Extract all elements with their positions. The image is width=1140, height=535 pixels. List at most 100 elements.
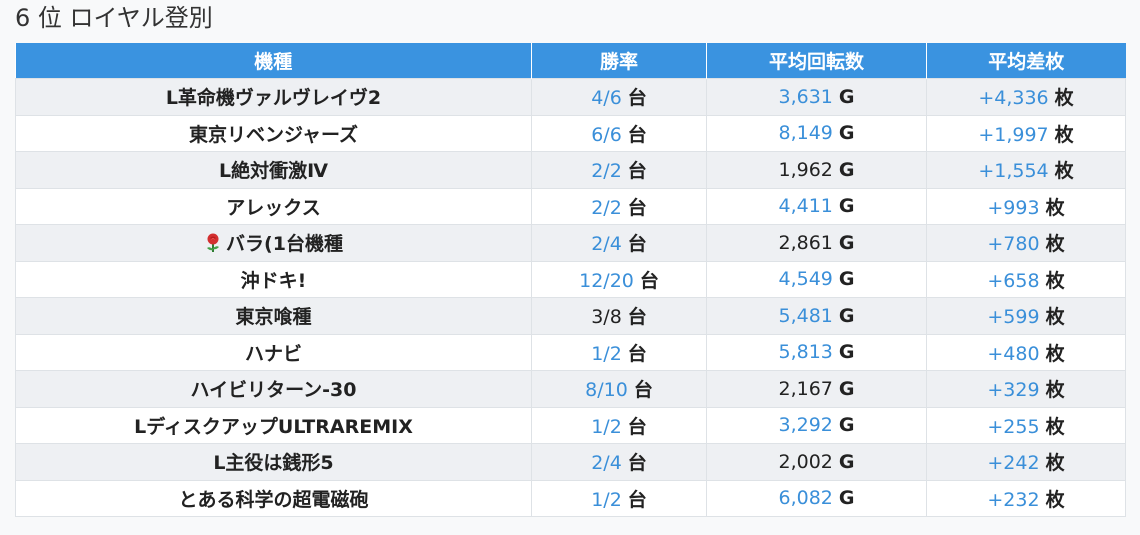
model-name-cell[interactable]: バラ(1台機種	[15, 224, 532, 262]
table-row: ハイビリターン-30 8/10 台 2,167 G +329 枚	[15, 370, 1126, 408]
model-name: 東京リベンジャーズ	[188, 123, 359, 146]
win-rate-cell-value[interactable]: 12/20	[579, 269, 634, 292]
win-rate-cell-value[interactable]: 2/4	[591, 233, 622, 256]
avg-diff-cell: +1,554 枚	[926, 151, 1126, 189]
win-rate-cell-value[interactable]: 6/6	[591, 123, 622, 146]
avg-spins-cell-value[interactable]: 5,481	[778, 304, 833, 327]
model-name-cell[interactable]: L革命機ヴァルヴレイヴ2	[15, 78, 532, 116]
win-rate-cell-value[interactable]: 2/4	[591, 452, 622, 475]
avg-spins-cell-unit: G	[838, 231, 855, 254]
model-name: ハナビ	[244, 342, 302, 365]
win-rate-cell-unit: 台	[639, 269, 659, 292]
avg-spins-cell-unit: G	[838, 304, 855, 327]
avg-diff-cell-value[interactable]: +329	[987, 379, 1040, 402]
model-name: L絶対衝激Ⅳ	[219, 160, 328, 183]
win-rate-cell: 2/2 台	[531, 187, 707, 225]
avg-diff-cell: +329 枚	[926, 370, 1126, 408]
model-name-cell[interactable]: アレックス	[15, 187, 532, 225]
avg-spins-cell: 6,082 G	[706, 479, 927, 517]
win-rate-cell-value[interactable]: 8/10	[585, 379, 628, 402]
avg-spins-cell-value[interactable]: 6,082	[778, 487, 833, 510]
avg-spins-cell-unit: G	[838, 487, 855, 510]
avg-spins-cell-unit: G	[838, 158, 855, 181]
avg-diff-cell-value[interactable]: +480	[987, 342, 1040, 365]
avg-diff-cell-value[interactable]: +1,997	[978, 123, 1049, 146]
win-rate-cell-value[interactable]: 1/2	[591, 342, 622, 365]
avg-spins-cell-value[interactable]: 8,149	[778, 122, 833, 145]
avg-diff-cell: +780 枚	[926, 224, 1126, 262]
avg-spins-cell: 8,149 G	[706, 114, 927, 152]
avg-spins-cell-value[interactable]: 5,813	[778, 341, 833, 364]
table-row: 東京リベンジャーズ 6/6 台 8,149 G +1,997 枚	[15, 114, 1126, 152]
avg-diff-cell: +599 枚	[926, 297, 1126, 335]
avg-diff-cell-value[interactable]: +1,554	[978, 160, 1049, 183]
win-rate-cell: 12/20 台	[531, 260, 707, 298]
header-avg-diff[interactable]: 平均差枚	[926, 43, 1126, 79]
avg-spins-cell: 3,631 G	[706, 78, 927, 116]
avg-diff-cell: +4,336 枚	[926, 78, 1126, 116]
win-rate-cell-value[interactable]: 4/6	[591, 87, 622, 110]
model-name: 東京喰種	[235, 306, 312, 329]
win-rate-cell-value[interactable]: 2/2	[591, 196, 622, 219]
model-name-cell[interactable]: L主役は銭形5	[15, 443, 532, 481]
avg-spins-cell-value: 1,962	[778, 158, 833, 181]
avg-diff-cell-value[interactable]: +232	[987, 488, 1040, 511]
avg-diff-cell-value[interactable]: +255	[987, 415, 1040, 438]
win-rate-cell-value[interactable]: 2/2	[591, 160, 622, 183]
rose-icon	[204, 233, 222, 253]
win-rate-cell-unit: 台	[627, 415, 647, 438]
win-rate-cell-unit: 台	[627, 87, 647, 110]
model-name-cell[interactable]: とある科学の超電磁砲	[15, 479, 532, 517]
table-row: L主役は銭形5 2/4 台 2,002 G +242 枚	[15, 443, 1126, 481]
avg-diff-cell-unit: 枚	[1054, 160, 1074, 183]
table-row: バラ(1台機種 2/4 台 2,861 G +780 枚	[15, 224, 1126, 262]
header-win-rate[interactable]: 勝率	[531, 43, 707, 79]
model-name-cell[interactable]: 東京リベンジャーズ	[15, 114, 532, 152]
win-rate-cell: 1/2 台	[531, 479, 707, 517]
model-name-cell[interactable]: ハナビ	[15, 333, 532, 371]
avg-diff-cell-unit: 枚	[1045, 269, 1065, 292]
model-name: LディスクアップULTRAREMIX	[134, 415, 413, 438]
avg-diff-cell-value[interactable]: +780	[987, 233, 1040, 256]
avg-diff-cell: +658 枚	[926, 260, 1126, 298]
model-name-cell[interactable]: ハイビリターン-30	[15, 370, 532, 408]
table-row: 東京喰種 3/8 台 5,481 G +599 枚	[15, 297, 1126, 335]
avg-spins-cell-value[interactable]: 4,411	[778, 195, 833, 218]
avg-spins-cell-unit: G	[838, 122, 855, 145]
avg-spins-cell-value[interactable]: 3,292	[778, 414, 833, 437]
model-name: アレックス	[226, 196, 321, 219]
avg-spins-cell-value[interactable]: 4,549	[778, 268, 833, 291]
avg-diff-cell-value[interactable]: +242	[987, 452, 1040, 475]
avg-spins-cell: 4,411 G	[706, 187, 927, 225]
header-model[interactable]: 機種	[15, 43, 532, 79]
avg-diff-cell-value[interactable]: +658	[987, 269, 1040, 292]
model-name-cell[interactable]: LディスクアップULTRAREMIX	[15, 406, 532, 444]
avg-spins-cell-unit: G	[838, 450, 855, 473]
win-rate-cell-value[interactable]: 1/2	[591, 415, 622, 438]
avg-diff-cell: +232 枚	[926, 479, 1126, 517]
avg-diff-cell-value[interactable]: +4,336	[978, 87, 1049, 110]
model-name-cell[interactable]: L絶対衝激Ⅳ	[15, 151, 532, 189]
model-name-cell[interactable]: 東京喰種	[15, 297, 532, 335]
avg-spins-cell: 2,167 G	[706, 370, 927, 408]
table-row: アレックス 2/2 台 4,411 G +993 枚	[15, 187, 1126, 225]
header-avg-spins[interactable]: 平均回転数	[706, 43, 927, 79]
win-rate-cell: 6/6 台	[531, 114, 707, 152]
win-rate-cell-unit: 台	[627, 488, 647, 511]
avg-diff-cell-value[interactable]: +599	[987, 306, 1040, 329]
table-row: L絶対衝激Ⅳ 2/2 台 1,962 G +1,554 枚	[15, 151, 1126, 189]
page-title: 6 位 ロイヤル登別	[15, 4, 213, 32]
win-rate-cell-value: 3/8	[591, 306, 622, 329]
win-rate-cell-unit: 台	[627, 306, 647, 329]
model-name-cell[interactable]: 沖ドキ!	[15, 260, 532, 298]
table-row: ハナビ 1/2 台 5,813 G +480 枚	[15, 333, 1126, 371]
avg-diff-cell: +242 枚	[926, 443, 1126, 481]
avg-diff-cell-value[interactable]: +993	[987, 196, 1040, 219]
avg-diff-cell: +480 枚	[926, 333, 1126, 371]
win-rate-cell-unit: 台	[627, 233, 647, 256]
avg-diff-cell: +1,997 枚	[926, 114, 1126, 152]
win-rate-cell: 8/10 台	[531, 370, 707, 408]
avg-spins-cell-value[interactable]: 3,631	[778, 85, 833, 108]
win-rate-cell-value[interactable]: 1/2	[591, 488, 622, 511]
